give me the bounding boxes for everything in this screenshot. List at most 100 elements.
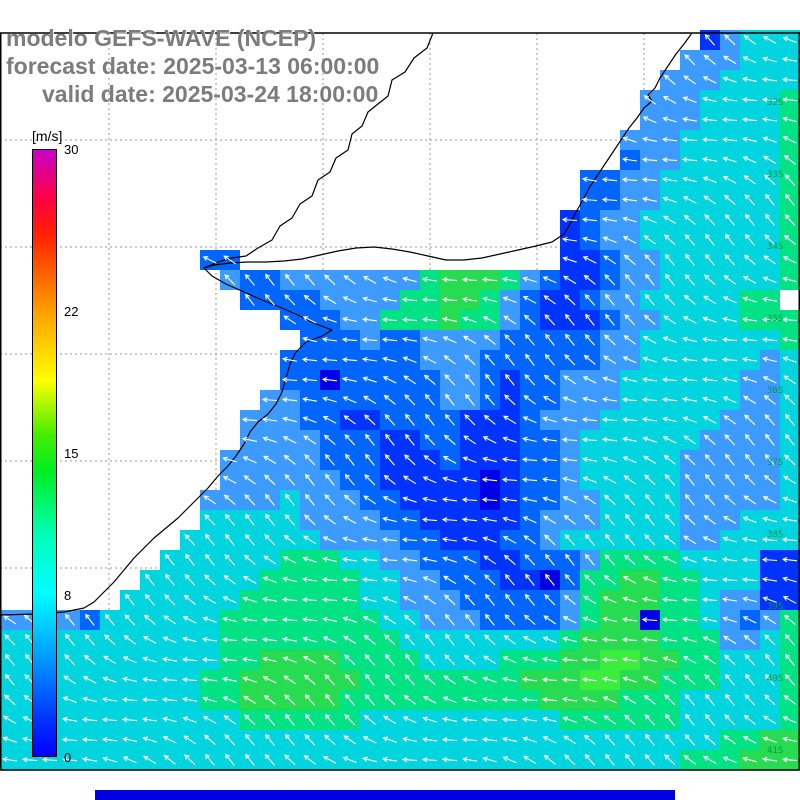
wind-arrow: [264, 534, 276, 546]
wind-arrow: [144, 573, 155, 586]
wind-arrow: [582, 236, 597, 243]
wind-arrow: [402, 736, 417, 743]
wind-arrow: [301, 396, 317, 403]
wind-arrow: [563, 515, 576, 525]
wind-arrow: [722, 536, 737, 543]
wind-arrow: [563, 735, 577, 745]
wind-arrow: [383, 474, 396, 485]
wind-arrow: [702, 536, 717, 544]
wind-arrow: [381, 336, 398, 343]
wind-arrow: [704, 274, 716, 286]
wind-arrow: [184, 533, 196, 546]
wind-arrow: [483, 414, 496, 425]
wind-arrow: [704, 674, 716, 686]
wind-arrow: [784, 193, 795, 206]
wind-arrow: [661, 377, 678, 383]
wind-arrow: [184, 553, 195, 566]
wind-arrow: [502, 516, 517, 523]
wind-arrow: [721, 577, 738, 583]
wind-arrow: [223, 255, 237, 265]
wind-arrow: [702, 176, 717, 184]
wind-arrow: [283, 454, 296, 465]
wind-arrow: [642, 116, 657, 124]
wind-arrow: [204, 574, 216, 586]
wind-arrow: [502, 676, 517, 683]
wind-arrow: [262, 656, 277, 663]
wind-arrow: [344, 693, 355, 706]
wind-arrow: [783, 695, 796, 705]
wind-arrow: [641, 376, 657, 383]
wind-arrow: [622, 216, 637, 223]
wind-arrow: [221, 637, 238, 643]
wind-arrow: [663, 315, 677, 325]
wind-arrow: [464, 373, 475, 386]
wind-arrow: [302, 316, 317, 324]
wind-arrow: [583, 274, 596, 285]
coastline: [203, 32, 693, 269]
wind-arrow: [501, 697, 518, 703]
latitude-label: 39S: [767, 602, 783, 612]
wind-arrow: [563, 375, 577, 385]
wind-arrow: [422, 356, 437, 364]
wind-arrow: [523, 614, 536, 626]
wind-arrow: [722, 176, 737, 184]
wind-arrow: [281, 356, 297, 363]
wind-arrow: [522, 516, 537, 524]
wind-arrow: [404, 454, 416, 466]
wind-arrow: [601, 436, 618, 443]
wind-arrow: [423, 595, 437, 605]
wind-arrow: [444, 594, 456, 606]
wind-arrow: [622, 456, 637, 464]
wind-arrow: [701, 577, 718, 583]
forecast-header: modelo GEFS-WAVE (NCEP) forecast date: 2…: [6, 24, 379, 108]
wind-arrow: [421, 517, 438, 523]
wind-arrow: [704, 494, 716, 506]
wind-arrow: [421, 276, 437, 283]
wind-arrow: [421, 556, 438, 562]
wind-arrow: [404, 413, 415, 426]
wind-arrow: [641, 177, 658, 183]
wind-arrow: [381, 576, 397, 583]
wind-arrow: [721, 357, 738, 363]
wind-arrow: [323, 655, 337, 665]
wind-arrow: [301, 356, 318, 363]
wind-arrow: [403, 375, 417, 385]
wind-arrow: [524, 593, 535, 606]
wind-arrow: [461, 756, 477, 763]
wind-arrow: [781, 757, 798, 763]
wind-arrow: [761, 337, 778, 343]
wind-arrow: [624, 314, 636, 326]
wind-arrow: [781, 556, 798, 563]
wind-arrow: [641, 136, 658, 142]
wind-arrow: [222, 616, 237, 623]
wind-arrow: [622, 596, 637, 603]
colorbar: [m/s] 30 22 15 8 0: [32, 128, 78, 765]
wind-arrow: [662, 336, 677, 344]
wind-arrow: [781, 516, 797, 523]
wind-arrow: [544, 353, 555, 366]
latitude-label: 41S: [767, 746, 783, 756]
wind-arrow: [724, 213, 735, 226]
wind-arrow: [744, 673, 755, 686]
wind-arrow: [722, 516, 737, 524]
latitude-label: 40S: [767, 674, 783, 684]
wind-arrow: [284, 273, 295, 286]
wind-arrow: [642, 676, 657, 684]
wind-arrow: [683, 435, 697, 445]
wind-arrow: [364, 653, 376, 666]
wind-arrow: [223, 494, 236, 506]
wind-arrow: [701, 137, 718, 143]
wind-arrow: [661, 596, 678, 603]
wind-arrow: [481, 736, 498, 743]
wind-arrow: [282, 416, 297, 423]
wind-arrow: [402, 496, 417, 503]
wind-arrow: [404, 674, 416, 686]
wind-arrow: [723, 635, 737, 645]
wind-arrow: [684, 693, 696, 706]
wind-arrow: [724, 434, 736, 446]
wind-arrow: [402, 475, 417, 485]
wind-arrow: [503, 554, 516, 566]
wind-arrow: [621, 397, 638, 403]
wind-arrow: [702, 316, 717, 323]
wind-arrow: [343, 275, 356, 285]
